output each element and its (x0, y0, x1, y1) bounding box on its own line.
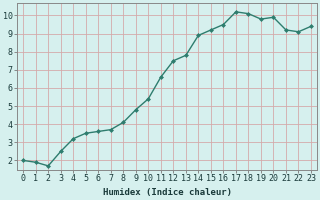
X-axis label: Humidex (Indice chaleur): Humidex (Indice chaleur) (103, 188, 232, 197)
